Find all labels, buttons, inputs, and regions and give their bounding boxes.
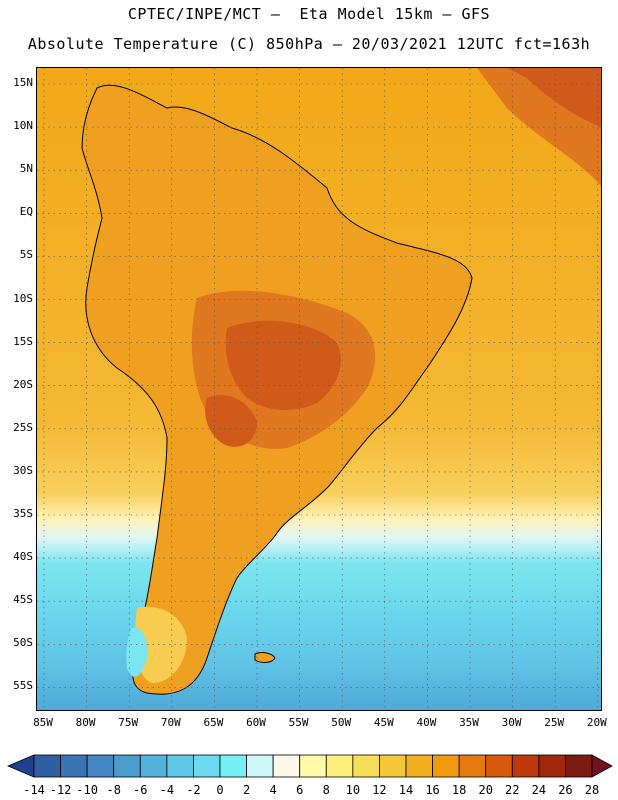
lon-tick-label: 40W bbox=[416, 716, 437, 729]
colorbar-tick-label: -2 bbox=[186, 783, 201, 797]
lon-tick-label: 30W bbox=[501, 716, 522, 729]
colorbar-tick-label: -6 bbox=[133, 783, 148, 797]
colorbar-tick-label: 10 bbox=[345, 783, 361, 797]
colorbar-segment bbox=[246, 754, 274, 778]
colorbar-tick-label: 0 bbox=[216, 783, 224, 797]
lon-tick-label: 45W bbox=[373, 716, 394, 729]
colorbar-tick-label: 4 bbox=[269, 783, 277, 797]
colorbar-segment bbox=[432, 754, 460, 778]
colorbar-tick-label: -14 bbox=[23, 783, 45, 797]
falkland-islands bbox=[254, 652, 276, 663]
hot-core-paraguay bbox=[205, 394, 257, 447]
colorbar-segment bbox=[193, 754, 221, 778]
lat-tick-label: 5S bbox=[19, 248, 33, 262]
lat-tick-label: 15N bbox=[13, 76, 33, 89]
colorbar-segment bbox=[272, 754, 301, 778]
lon-tick-label: 85W bbox=[33, 716, 53, 729]
colorbar-segment bbox=[352, 754, 380, 778]
colorbar-segment bbox=[299, 754, 327, 778]
hot-core-northeast bbox=[507, 68, 601, 128]
colorbar-tick-label: 18 bbox=[451, 783, 467, 797]
lat-lon-gridlines bbox=[37, 68, 601, 710]
lat-tick-label: EQ bbox=[19, 205, 33, 219]
lon-tick-label: 70W bbox=[160, 716, 181, 729]
lat-tick-label: 15S bbox=[13, 334, 33, 348]
lon-tick-label: 20W bbox=[586, 716, 607, 729]
lat-tick-label: 20S bbox=[13, 377, 33, 391]
colorbar-segment bbox=[405, 754, 433, 778]
lat-tick-label: 10N bbox=[13, 119, 33, 133]
colorbar-tick-label: -10 bbox=[76, 783, 98, 797]
lon-tick-label: 75W bbox=[118, 716, 139, 729]
colorbar-tick-label: 2 bbox=[242, 783, 251, 797]
colorbar-segment bbox=[219, 754, 247, 778]
colorbar-segment bbox=[565, 754, 593, 778]
colorbar-tick-label: 14 bbox=[398, 783, 414, 797]
colorbar-min-arrow bbox=[6, 754, 35, 778]
temperature-field-map bbox=[37, 68, 601, 710]
lat-tick-label: 10S bbox=[13, 291, 33, 305]
colorbar-segment bbox=[33, 754, 61, 778]
colorbar-tick-label: 8 bbox=[322, 783, 330, 797]
chart-title-line2: Absolute Temperature (C) 850hPa — 20/03/… bbox=[27, 35, 591, 53]
colorbar-segment bbox=[511, 754, 540, 778]
colorbar-tick-label: -12 bbox=[49, 783, 72, 797]
colorbar-tick-label: 22 bbox=[505, 783, 520, 797]
lon-tick-label: 50W bbox=[331, 716, 352, 729]
colorbar-segment bbox=[325, 754, 354, 778]
colorbar-segment bbox=[166, 754, 194, 778]
lon-tick-label: 25W bbox=[544, 716, 565, 729]
map-panel bbox=[36, 67, 602, 711]
colorbar-max-arrow bbox=[591, 754, 613, 778]
hot-core-central-brazil bbox=[225, 320, 341, 410]
colorbar bbox=[6, 754, 613, 778]
cold-region-andes-south bbox=[126, 627, 148, 677]
lon-tick-label: 55W bbox=[288, 716, 309, 729]
colorbar-tick-label: 12 bbox=[372, 783, 387, 797]
colorbar-tick-label: 26 bbox=[558, 783, 573, 797]
colorbar-tick-label: 24 bbox=[531, 783, 547, 797]
lat-tick-label: 45S bbox=[13, 593, 33, 607]
colorbar-tick-label: 16 bbox=[425, 783, 440, 797]
lon-tick-label: 60W bbox=[246, 716, 266, 729]
colorbar-segment bbox=[60, 754, 88, 778]
mild-region-patagonia bbox=[135, 606, 187, 683]
colorbar-tick-label: 20 bbox=[478, 783, 493, 797]
colorbar-segment bbox=[86, 754, 115, 778]
lat-tick-label: 35S bbox=[13, 507, 33, 520]
colorbar-tick-label: 6 bbox=[296, 783, 304, 797]
lat-tick-label: 55S bbox=[13, 679, 33, 693]
colorbar-segment bbox=[379, 754, 407, 778]
lat-tick-label: 40S bbox=[13, 550, 33, 564]
lon-tick-label: 80W bbox=[75, 716, 96, 729]
colorbar-segment bbox=[139, 754, 168, 778]
colorbar-segment bbox=[538, 754, 566, 778]
lat-tick-label: 50S bbox=[13, 636, 33, 650]
colorbar-tick-label: -8 bbox=[106, 783, 121, 797]
lat-tick-label: 25S bbox=[13, 420, 33, 434]
colorbar-tick-label: -4 bbox=[159, 783, 175, 797]
chart-title-line1: CPTEC/INPE/MCT — Eta Model 15km — GFS bbox=[127, 5, 491, 23]
colorbar-segment bbox=[113, 754, 141, 778]
colorbar-segment bbox=[458, 754, 487, 778]
lon-tick-label: 35W bbox=[459, 716, 479, 729]
lat-tick-label: 5N bbox=[19, 162, 33, 176]
lon-tick-label: 65W bbox=[203, 716, 224, 729]
colorbar-tick-label: 28 bbox=[584, 783, 600, 797]
lat-tick-label: 30S bbox=[13, 463, 33, 477]
colorbar-segment bbox=[485, 754, 513, 778]
